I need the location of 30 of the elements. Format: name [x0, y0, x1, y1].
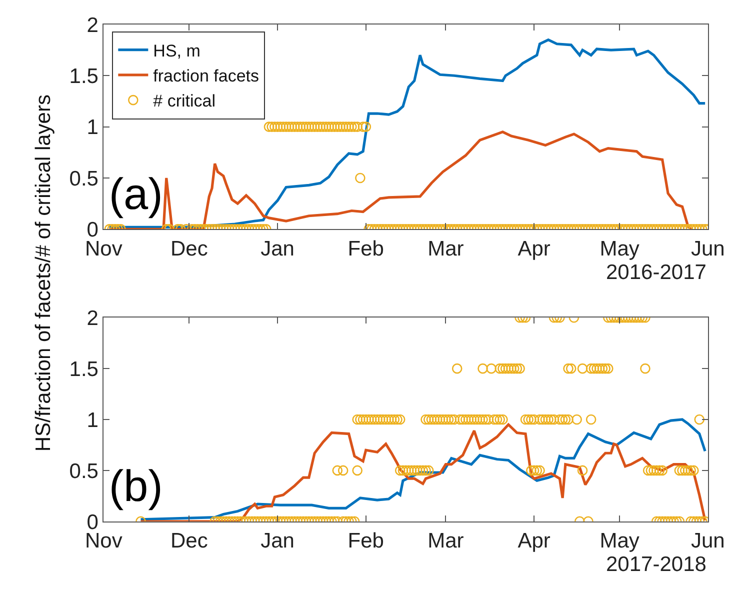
y-tick-label: 0.5 [69, 167, 98, 190]
x-tick-label: Mar [428, 237, 464, 260]
x-tick-label: May [600, 237, 640, 260]
x-tick-label: Apr [518, 530, 550, 553]
y-tick-label: 1.5 [69, 64, 98, 88]
x-tick-label: Jan [260, 530, 294, 553]
annotation: (b) [109, 462, 163, 511]
annotation: (a) [109, 170, 163, 219]
y-tick-label: 2 [86, 14, 98, 37]
y-tick-label: 1.5 [69, 358, 98, 381]
x-tick-label: Jan [260, 237, 294, 260]
x-tick-label: Feb [348, 530, 384, 553]
x-tick-label: Dec [170, 237, 208, 260]
x-tick-label: Feb [348, 237, 384, 260]
x-axis-title: 2016-2017 [606, 261, 706, 284]
legend-label: # critical [153, 92, 216, 111]
y-tick-label: 1 [86, 116, 98, 140]
y-axis-title: HS/fraction of facets/# of critical layers [32, 94, 55, 452]
x-tick-label: Apr [518, 237, 550, 260]
x-tick-label: May [600, 530, 640, 553]
x-tick-label: Jun [690, 530, 725, 553]
x-tick-label: Dec [170, 530, 208, 553]
legend-label: HS, m [153, 41, 200, 60]
legend-label: fraction facets [153, 66, 259, 86]
x-tick-label: Mar [428, 530, 464, 553]
x-axis-title: 2017-2018 [606, 553, 706, 576]
y-tick-label: 2 [86, 306, 98, 330]
y-tick-label: 0.5 [69, 460, 98, 483]
y-tick-label: 1 [86, 408, 98, 432]
x-tick-label: Jun [690, 237, 725, 260]
